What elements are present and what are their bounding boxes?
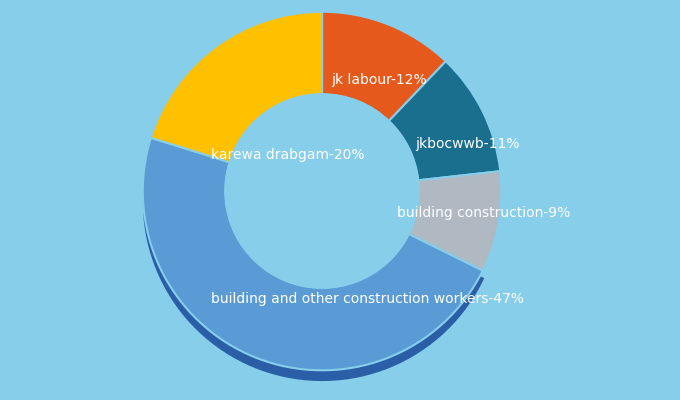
Text: building and other construction workers-47%: building and other construction workers-… <box>211 292 524 306</box>
Wedge shape <box>389 61 500 180</box>
Wedge shape <box>143 157 484 381</box>
Wedge shape <box>322 12 446 121</box>
Text: jk labour-12%: jk labour-12% <box>331 73 426 87</box>
Wedge shape <box>143 138 483 370</box>
Circle shape <box>225 94 419 288</box>
Text: building construction-9%: building construction-9% <box>397 206 571 220</box>
Text: karewa drabgam-20%: karewa drabgam-20% <box>211 148 364 162</box>
Wedge shape <box>409 171 501 271</box>
Text: jkbocwwb-11%: jkbocwwb-11% <box>415 138 520 152</box>
Circle shape <box>225 105 419 299</box>
Wedge shape <box>151 12 322 162</box>
